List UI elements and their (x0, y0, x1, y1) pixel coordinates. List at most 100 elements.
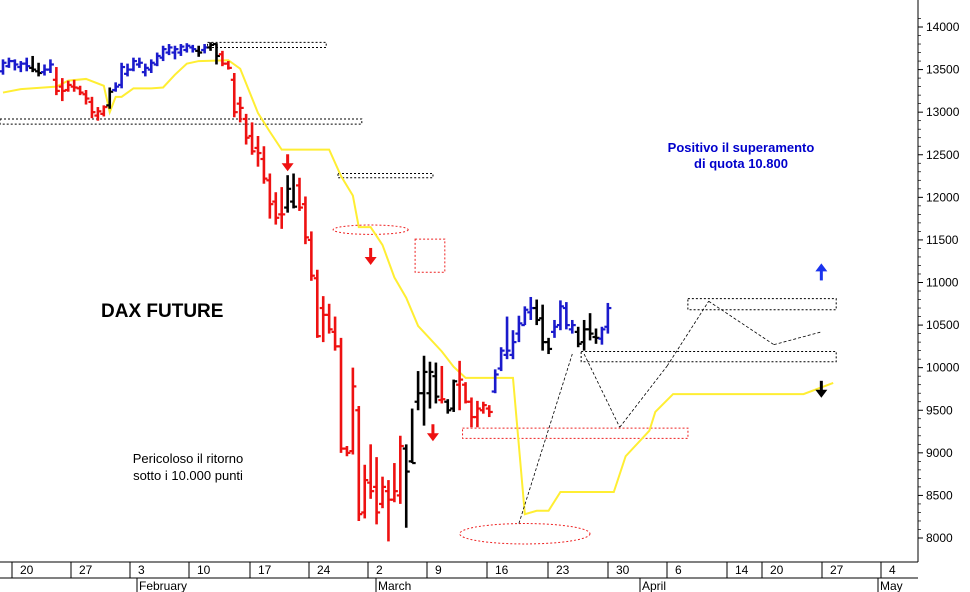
highlight-ellipse-1 (459, 523, 591, 545)
y-tick-label-11: 8500 (926, 488, 953, 502)
ohlc-bar-95 (562, 302, 570, 330)
ohlc-bar-26 (153, 52, 161, 67)
ohlc-bar-100 (592, 328, 600, 344)
ohlc-bar-63 (373, 457, 381, 525)
ohlc-bar-47 (278, 187, 286, 229)
annotation-positive-line-1: Positivo il superamento (668, 140, 815, 155)
ohlc-bar-9 (52, 67, 60, 96)
ohlc-bar-19 (112, 82, 120, 92)
ohlc-bar-59 (349, 367, 357, 455)
ohlc-bar-27 (159, 45, 167, 62)
ohlc-bar-65 (384, 480, 392, 542)
reference-boxes-layer (0, 41, 837, 545)
trend-line-5 (773, 331, 822, 346)
ohlc-bar-45 (266, 173, 274, 219)
ohlc-bar-48 (284, 175, 292, 213)
x-tick-label-4: 17 (258, 563, 272, 577)
trend-lines-layer (518, 300, 822, 524)
y-tick-label-5: 11500 (926, 233, 959, 247)
ohlc-bar-75 (444, 399, 452, 414)
ohlc-bar-32 (189, 44, 197, 53)
x-tick-label-11: 6 (675, 563, 682, 577)
ohlc-bar-49 (290, 173, 298, 209)
ohlc-bar-96 (568, 319, 576, 334)
trailing-stop-line (2, 59, 834, 516)
y-tick-label-7: 10500 (926, 318, 960, 332)
signal-arrow-down-2 (426, 424, 439, 442)
ohlc-bar-78 (462, 382, 470, 404)
ohlc-bar-84 (497, 347, 505, 372)
y-tick-label-3: 12500 (926, 148, 960, 162)
signal-arrow-down-4 (815, 380, 828, 398)
ohlc-bar-62 (367, 444, 375, 499)
ohlc-bar-92 (545, 337, 553, 355)
ohlc-bar-52 (307, 231, 315, 281)
ohlc-bar-0 (0, 59, 7, 75)
ohlc-bar-53 (313, 269, 321, 338)
ohlc-bar-72 (426, 361, 434, 409)
y-tick-label-4: 12000 (926, 190, 960, 204)
ohlc-bar-39 (230, 72, 238, 118)
ohlc-bar-31 (183, 43, 191, 53)
ohlc-bar-5 (29, 55, 37, 73)
ohlc-bar-16 (94, 107, 102, 121)
ohlc-bar-74 (438, 365, 446, 404)
ohlc-bar-85 (503, 316, 511, 360)
chart-title: DAX FUTURE (101, 301, 223, 322)
ohlc-bar-83 (491, 369, 499, 394)
ohlc-bar-40 (236, 96, 244, 123)
reference-box-6 (687, 298, 837, 311)
ohlc-bar-11 (64, 80, 72, 92)
ohlc-bar-50 (296, 177, 303, 211)
y-tick-label-9: 9500 (926, 403, 953, 417)
signal-arrows-layer (281, 154, 828, 442)
ohlc-bar-79 (467, 397, 475, 428)
ohlc-bar-8 (46, 59, 54, 73)
y-tick-label-8: 10000 (926, 361, 960, 375)
ohlc-bar-66 (390, 463, 398, 503)
reference-box-1 (0, 118, 363, 125)
ohlc-bar-77 (456, 360, 464, 411)
ohlc-bar-4 (23, 57, 31, 72)
ohlc-bar-98 (580, 319, 588, 351)
reference-box-5 (580, 350, 837, 363)
x-tick-label-9: 23 (556, 563, 570, 577)
ohlc-bar-58 (343, 446, 351, 457)
ohlc-bar-46 (272, 192, 280, 225)
annotation-danger-line-2: sotto i 10.000 punti (133, 468, 243, 483)
ohlc-bar-93 (550, 319, 558, 338)
trailing-stop-layer (2, 59, 834, 516)
trend-line-4 (708, 300, 775, 346)
x-tick-label-5: 24 (317, 563, 331, 577)
reference-box-3 (414, 238, 446, 273)
y-tick-label-1: 13500 (926, 63, 960, 77)
ohlc-bar-80 (473, 400, 481, 428)
x-tick-label-0: 20 (20, 563, 34, 577)
ohlc-bar-64 (379, 476, 387, 509)
ohlc-bar-55 (325, 303, 333, 334)
x-tick-label-14: 27 (830, 563, 844, 577)
month-label-2: April (642, 579, 666, 592)
ohlc-bar-81 (479, 401, 487, 414)
reference-box-4 (462, 427, 689, 439)
x-tick-label-3: 10 (197, 563, 211, 577)
ohlc-bar-73 (432, 362, 440, 404)
ohlc-bar-33 (195, 45, 203, 57)
ohlc-bar-20 (118, 62, 126, 89)
month-label-1: March (378, 579, 411, 592)
ohlc-bar-44 (260, 146, 268, 184)
ohlc-bar-94 (556, 300, 564, 331)
ohlc-bar-25 (147, 59, 155, 73)
x-tick-label-12: 14 (735, 563, 749, 577)
ohlc-bar-41 (242, 113, 250, 145)
y-tick-label-6: 11000 (926, 276, 959, 290)
ohlc-bar-57 (337, 337, 345, 453)
arrow-head (426, 433, 439, 442)
ohlc-bar-17 (100, 105, 108, 117)
month-label-0: February (139, 579, 187, 592)
x-tick-label-2: 3 (138, 563, 145, 577)
ohlc-bar-2 (11, 59, 19, 71)
y-tick-label-0: 14000 (926, 20, 960, 34)
